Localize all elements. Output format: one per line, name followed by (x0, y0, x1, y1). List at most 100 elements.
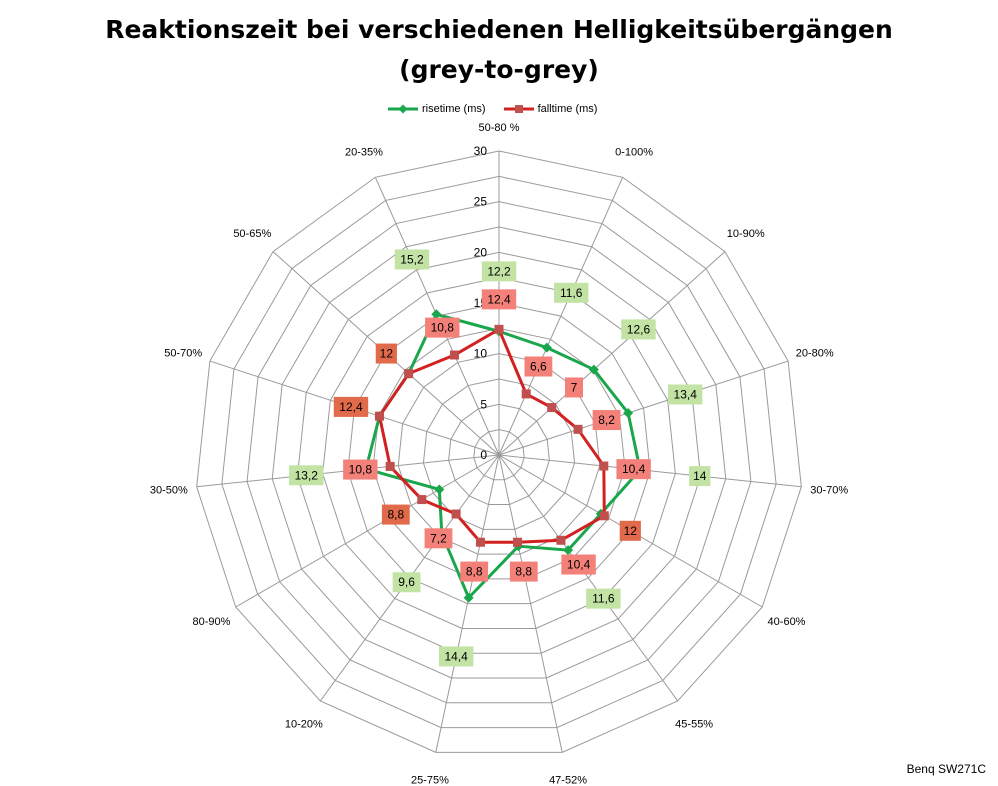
data-label-text: 10,4 (622, 462, 646, 476)
radial-tick-label: 20 (474, 245, 488, 259)
data-point (547, 403, 557, 413)
data-label-text: 13,4 (674, 387, 698, 401)
data-label-box (524, 356, 553, 377)
grid-ring (221, 175, 777, 729)
grid-spoke (235, 454, 500, 608)
data-label-risetime: 13,2 (289, 465, 324, 486)
data-label-box (375, 343, 397, 364)
data-label-text: 11,6 (560, 286, 583, 300)
data-label-box (509, 561, 538, 582)
grid-spoke (498, 454, 563, 753)
data-label-text: 8,8 (515, 565, 532, 579)
data-label-falltime: 8,8 (381, 504, 410, 525)
data-label-box (554, 282, 589, 303)
data-label-box (392, 572, 421, 593)
data-label-text: 12,4 (487, 292, 511, 306)
data-point (623, 408, 634, 419)
grid-ring (347, 302, 651, 605)
data-label-falltime: 12,4 (333, 396, 369, 417)
data-label-falltime: 7,2 (424, 528, 453, 549)
series-falltime (374, 324, 609, 547)
category-label: 50-65% (233, 228, 271, 240)
data-label-text: 12,4 (339, 400, 363, 414)
data-label-text: 9,6 (398, 575, 415, 589)
data-point (573, 424, 583, 434)
data-label-risetime: 11,6 (554, 282, 589, 303)
data-label-box (381, 504, 410, 525)
data-point (556, 535, 566, 545)
data-label-text: 8,8 (466, 565, 483, 579)
data-label-risetime: 9,6 (392, 572, 421, 593)
data-label-text: 10,4 (567, 558, 591, 572)
grid-ring (271, 226, 727, 679)
data-point (417, 495, 427, 505)
radial-tick-label: 5 (480, 397, 487, 411)
grid-ring (448, 403, 550, 506)
data-label-text: 6,6 (530, 359, 547, 373)
data-label-box (616, 459, 651, 480)
grid-ring (246, 201, 752, 704)
grid-ring (372, 327, 626, 580)
data-point (588, 364, 599, 375)
data-point (475, 537, 485, 547)
data-label-risetime: 15,2 (394, 249, 430, 270)
category-label: 30-50% (150, 485, 188, 497)
data-label-box (621, 319, 656, 340)
data-label-box (460, 561, 489, 582)
data-label-risetime: 12,6 (621, 319, 656, 340)
data-label-text: 11,6 (592, 592, 615, 606)
category-label: 20-80% (796, 347, 834, 359)
data-point (521, 389, 531, 399)
grid-ring (196, 150, 802, 753)
data-label-falltime: 12,4 (481, 289, 517, 310)
data-label-text: 12 (624, 524, 638, 538)
data-label-box (438, 646, 474, 667)
category-label: 30-70% (810, 485, 848, 497)
category-labels: 50-80 % 0-100% 10-90% 20-80% 30-70% 40-60% 45-… (150, 122, 848, 786)
data-label-box (668, 384, 703, 405)
data-point (463, 592, 474, 603)
category-label: 20-35% (345, 147, 383, 159)
series-risetime (360, 309, 646, 603)
category-label: 10-90% (727, 228, 765, 240)
category-label: 80-90% (193, 616, 231, 628)
grid-spoke (498, 360, 789, 456)
grid-ring (322, 277, 676, 629)
legend-swatch-risetime (388, 104, 418, 114)
data-label-falltime: 10,4 (561, 554, 596, 575)
data-point (599, 461, 609, 471)
data-label-box (481, 261, 517, 282)
data-label-text: 14,4 (445, 649, 469, 663)
data-label-risetime: 12,2 (481, 261, 517, 282)
data-label-falltime: 8,8 (460, 561, 489, 582)
data-point (494, 324, 504, 334)
category-label: 50-70% (164, 347, 202, 359)
data-label-risetime: 11,6 (586, 588, 621, 609)
data-label-risetime: 14 (689, 466, 711, 487)
data-point (513, 537, 523, 547)
data-label-text: 8,8 (387, 508, 404, 522)
data-label-text: 15,2 (400, 252, 424, 266)
radar-grid (196, 150, 802, 753)
radial-tick-label: 25 (474, 195, 488, 209)
category-label: 25-75% (411, 775, 449, 786)
data-label-text: 7,2 (430, 531, 447, 545)
data-point (404, 369, 414, 379)
data-label-falltime: 6,6 (524, 356, 553, 377)
data-label-box (592, 410, 621, 431)
grid-spoke (435, 454, 500, 753)
data-point (431, 309, 442, 320)
series-line (377, 327, 606, 544)
data-label-box (425, 317, 460, 338)
category-label: 50-80 % (479, 122, 520, 134)
data-label-falltime: 12 (619, 520, 641, 541)
legend-label-falltime: falltime (ms) (537, 103, 598, 115)
data-label-falltime: 10,4 (616, 459, 651, 480)
data-label-falltime: 8,2 (592, 410, 621, 431)
chart-title-line-1: Reaktionszeit bei verschiedenen Helligke… (105, 15, 893, 44)
grid-spoke (498, 251, 726, 456)
legend-swatch-falltime (503, 105, 534, 113)
legend: risetime (ms) falltime (ms) (388, 99, 615, 119)
radial-tick-label: 10 (474, 347, 488, 361)
category-label: 47-52% (549, 775, 587, 786)
